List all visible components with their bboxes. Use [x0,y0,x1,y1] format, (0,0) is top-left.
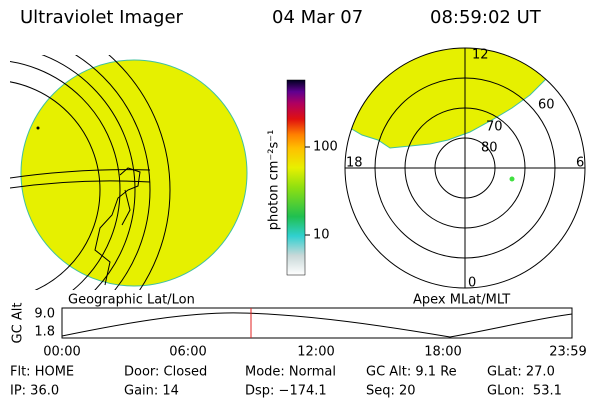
info-field: Mode: Normal [245,365,336,380]
altitude-xtick: 23:59 [549,345,586,360]
info-field: Flt: HOME [10,365,74,380]
altitude-xtick: 12:00 [297,345,334,360]
info-field: Gain: 14 [124,384,179,399]
info-table: Flt: HOME Door: Closed Mode: Normal GC Alt:… [10,365,562,399]
colorbar [286,79,306,276]
altitude-ylabel: GC Alt [11,303,26,344]
date: 04 Mar 07 [272,7,363,28]
altitude-curve [61,312,573,338]
info-field: IP: 36.0 [10,384,59,399]
altitude-ytick: 1.8 [34,325,55,340]
title: Ultraviolet Imager [20,7,184,28]
altitude-ytick: 9.0 [34,307,55,322]
colorbar-tick-label: 100 [313,140,338,155]
panel-label: Geographic Lat/Lon [68,293,195,308]
panel-label: Apex MLat/MLT [413,293,510,308]
colorbar-label: photon cm⁻²s⁻¹ [267,130,282,231]
altitude-xtick: 00:00 [43,345,80,360]
mlat-label: 60 [538,98,555,113]
time: 08:59:02 UT [430,7,542,28]
mlat-label: 80 [481,141,498,156]
info-field: Door: Closed [124,365,207,380]
mlat-label: 70 [486,120,503,135]
altitude-xtick: 06:00 [169,345,206,360]
mlt-label: 0 [468,276,476,291]
info-field: GLat: 27.0 [487,365,555,380]
mlt-label: 12 [472,48,489,63]
mlt-label: 18 [346,156,363,171]
polar-image [344,47,586,289]
info-field: GLon: 53.1 [487,384,562,399]
mlt-label: 6 [576,156,584,171]
info-field: Seq: 20 [366,384,416,399]
altitude-frame [61,307,573,339]
altitude-xtick: 18:00 [424,345,461,360]
colorbar-tick-label: 10 [313,228,330,243]
info-field: Dsp: −174.1 [245,384,327,399]
info-field: GC Alt: 9.1 Re [366,365,457,380]
